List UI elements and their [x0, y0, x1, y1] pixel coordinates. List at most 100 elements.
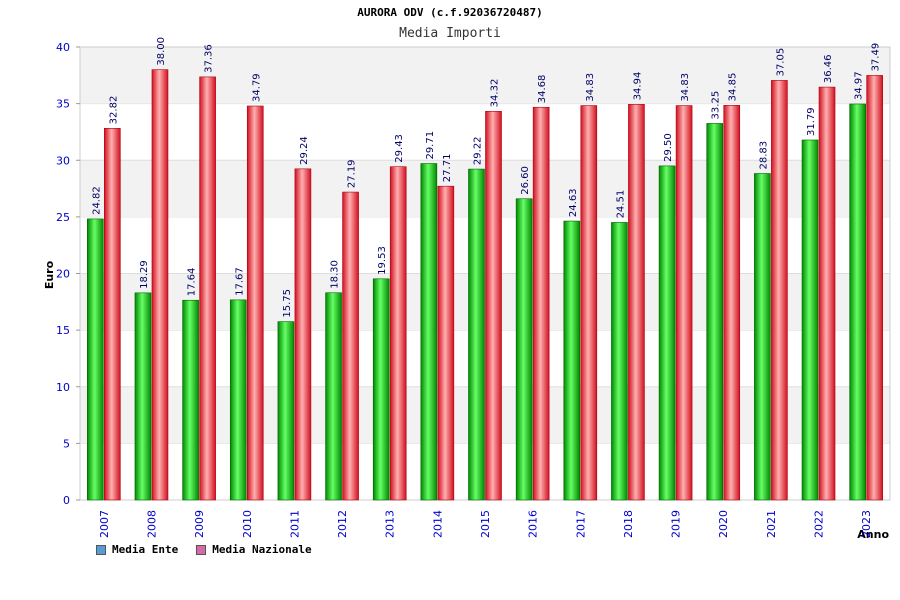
bar-media-ente: [325, 292, 342, 501]
x-tick-label: 2022: [813, 510, 826, 538]
bar-media-nazionale: [104, 128, 121, 501]
data-label: 24.51: [615, 190, 626, 219]
data-label: 32.82: [108, 96, 119, 125]
bar-media-nazionale: [342, 191, 359, 501]
x-tick-label: 2013: [384, 510, 397, 538]
data-label: 37.05: [775, 48, 786, 77]
x-axis-label: Anno: [857, 528, 889, 541]
data-label: 17.64: [187, 268, 198, 297]
bar-media-ente: [277, 321, 295, 501]
bar-media-nazionale: [151, 69, 169, 501]
y-tick-label: 30: [56, 154, 70, 167]
data-label: 18.30: [330, 260, 341, 289]
chart-title: AURORA ODV (c.f.92036720487): [357, 6, 543, 19]
data-label: 17.67: [234, 267, 245, 296]
bar-media-nazionale: [437, 185, 455, 501]
legend-item-media-ente: Media Ente: [96, 543, 178, 556]
data-label: 29.43: [394, 134, 405, 163]
x-tick-label: 2008: [145, 510, 158, 538]
x-tick-label: 2016: [527, 510, 540, 538]
bar-media-ente: [182, 299, 199, 501]
data-label: 24.63: [568, 188, 579, 217]
bar-media-ente: [229, 299, 247, 501]
x-tick-label: 2017: [574, 510, 587, 538]
bar-media-nazionale: [675, 105, 693, 501]
bar-media-nazionale: [866, 75, 883, 501]
data-label: 37.49: [871, 43, 882, 72]
legend: Media Ente Media Nazionale: [96, 543, 312, 556]
x-tick-label: 2009: [193, 510, 206, 538]
bar-media-ente: [706, 123, 724, 501]
bar-media-ente: [611, 222, 628, 501]
data-label: 28.83: [758, 141, 769, 170]
data-label: 38.00: [156, 37, 167, 66]
bar-media-ente: [420, 163, 438, 501]
data-label: 34.97: [854, 71, 865, 100]
x-tick-label: 2012: [336, 510, 349, 538]
x-tick-label: 2011: [288, 510, 301, 538]
data-label: 33.25: [711, 91, 722, 120]
data-label: 27.71: [442, 154, 453, 183]
data-label: 27.19: [347, 159, 358, 188]
bar-media-ente: [849, 103, 866, 501]
bar-media-nazionale: [628, 104, 645, 501]
bar-media-nazionale: [246, 105, 264, 501]
data-label: 29.24: [299, 136, 310, 165]
legend-label-media-nazionale: Media Nazionale: [212, 543, 312, 556]
bar-media-nazionale: [199, 76, 216, 501]
bar-media-ente: [87, 218, 104, 501]
x-tick-label: 2021: [765, 510, 778, 538]
data-label: 34.85: [728, 73, 739, 102]
data-label: 29.71: [425, 131, 436, 160]
y-tick-label: 5: [63, 437, 70, 450]
data-label: 34.68: [537, 75, 548, 104]
data-label: 34.83: [680, 73, 691, 102]
data-label: 19.53: [377, 246, 388, 275]
data-label: 34.32: [490, 79, 501, 108]
bar-media-nazionale: [580, 105, 598, 501]
x-tick-label: 2020: [717, 510, 730, 538]
bar-media-nazionale: [294, 168, 312, 501]
bar-media-nazionale: [389, 166, 407, 501]
data-label: 37.36: [204, 44, 215, 73]
data-label: 29.22: [473, 136, 484, 165]
legend-swatch-media-nazionale: [196, 544, 207, 555]
chart-subtitle: Media Importi: [399, 26, 501, 41]
bar-media-nazionale: [818, 86, 836, 501]
data-label: 36.46: [823, 54, 834, 83]
x-tick-label: 2019: [670, 510, 683, 538]
x-tick-label: 2007: [98, 510, 111, 538]
bar-media-ente: [372, 278, 390, 501]
data-label: 34.79: [251, 73, 262, 102]
bar-media-ente: [563, 220, 581, 501]
y-tick-label: 0: [63, 494, 70, 507]
y-tick-label: 10: [56, 381, 70, 394]
bar-media-ente: [515, 198, 533, 501]
y-tick-label: 15: [56, 324, 70, 337]
x-tick-label: 2010: [241, 510, 254, 538]
y-tick-label: 20: [56, 268, 70, 281]
x-tick-label: 2018: [622, 510, 635, 538]
data-label: 15.75: [282, 289, 293, 318]
bar-media-ente: [801, 139, 819, 501]
data-label: 29.50: [663, 133, 674, 162]
x-tick-label: 2014: [431, 510, 444, 538]
y-axis-label: Euro: [43, 260, 56, 289]
bar-media-ente: [754, 173, 771, 501]
bar-media-ente: [468, 168, 485, 501]
data-label: 18.29: [139, 260, 150, 289]
data-label: 24.82: [91, 186, 102, 215]
legend-swatch-media-ente: [96, 544, 106, 555]
y-tick-label: 35: [56, 98, 70, 111]
x-tick-label: 2015: [479, 510, 492, 538]
y-tick-label: 40: [56, 41, 70, 54]
data-label: 31.79: [806, 107, 817, 136]
bar-media-ente: [658, 165, 676, 501]
bar-media-nazionale: [485, 111, 502, 501]
legend-label-media-ente: Media Ente: [112, 543, 179, 556]
data-label: 34.94: [632, 72, 643, 101]
bar-media-ente: [134, 292, 152, 501]
data-label: 34.83: [585, 73, 596, 102]
